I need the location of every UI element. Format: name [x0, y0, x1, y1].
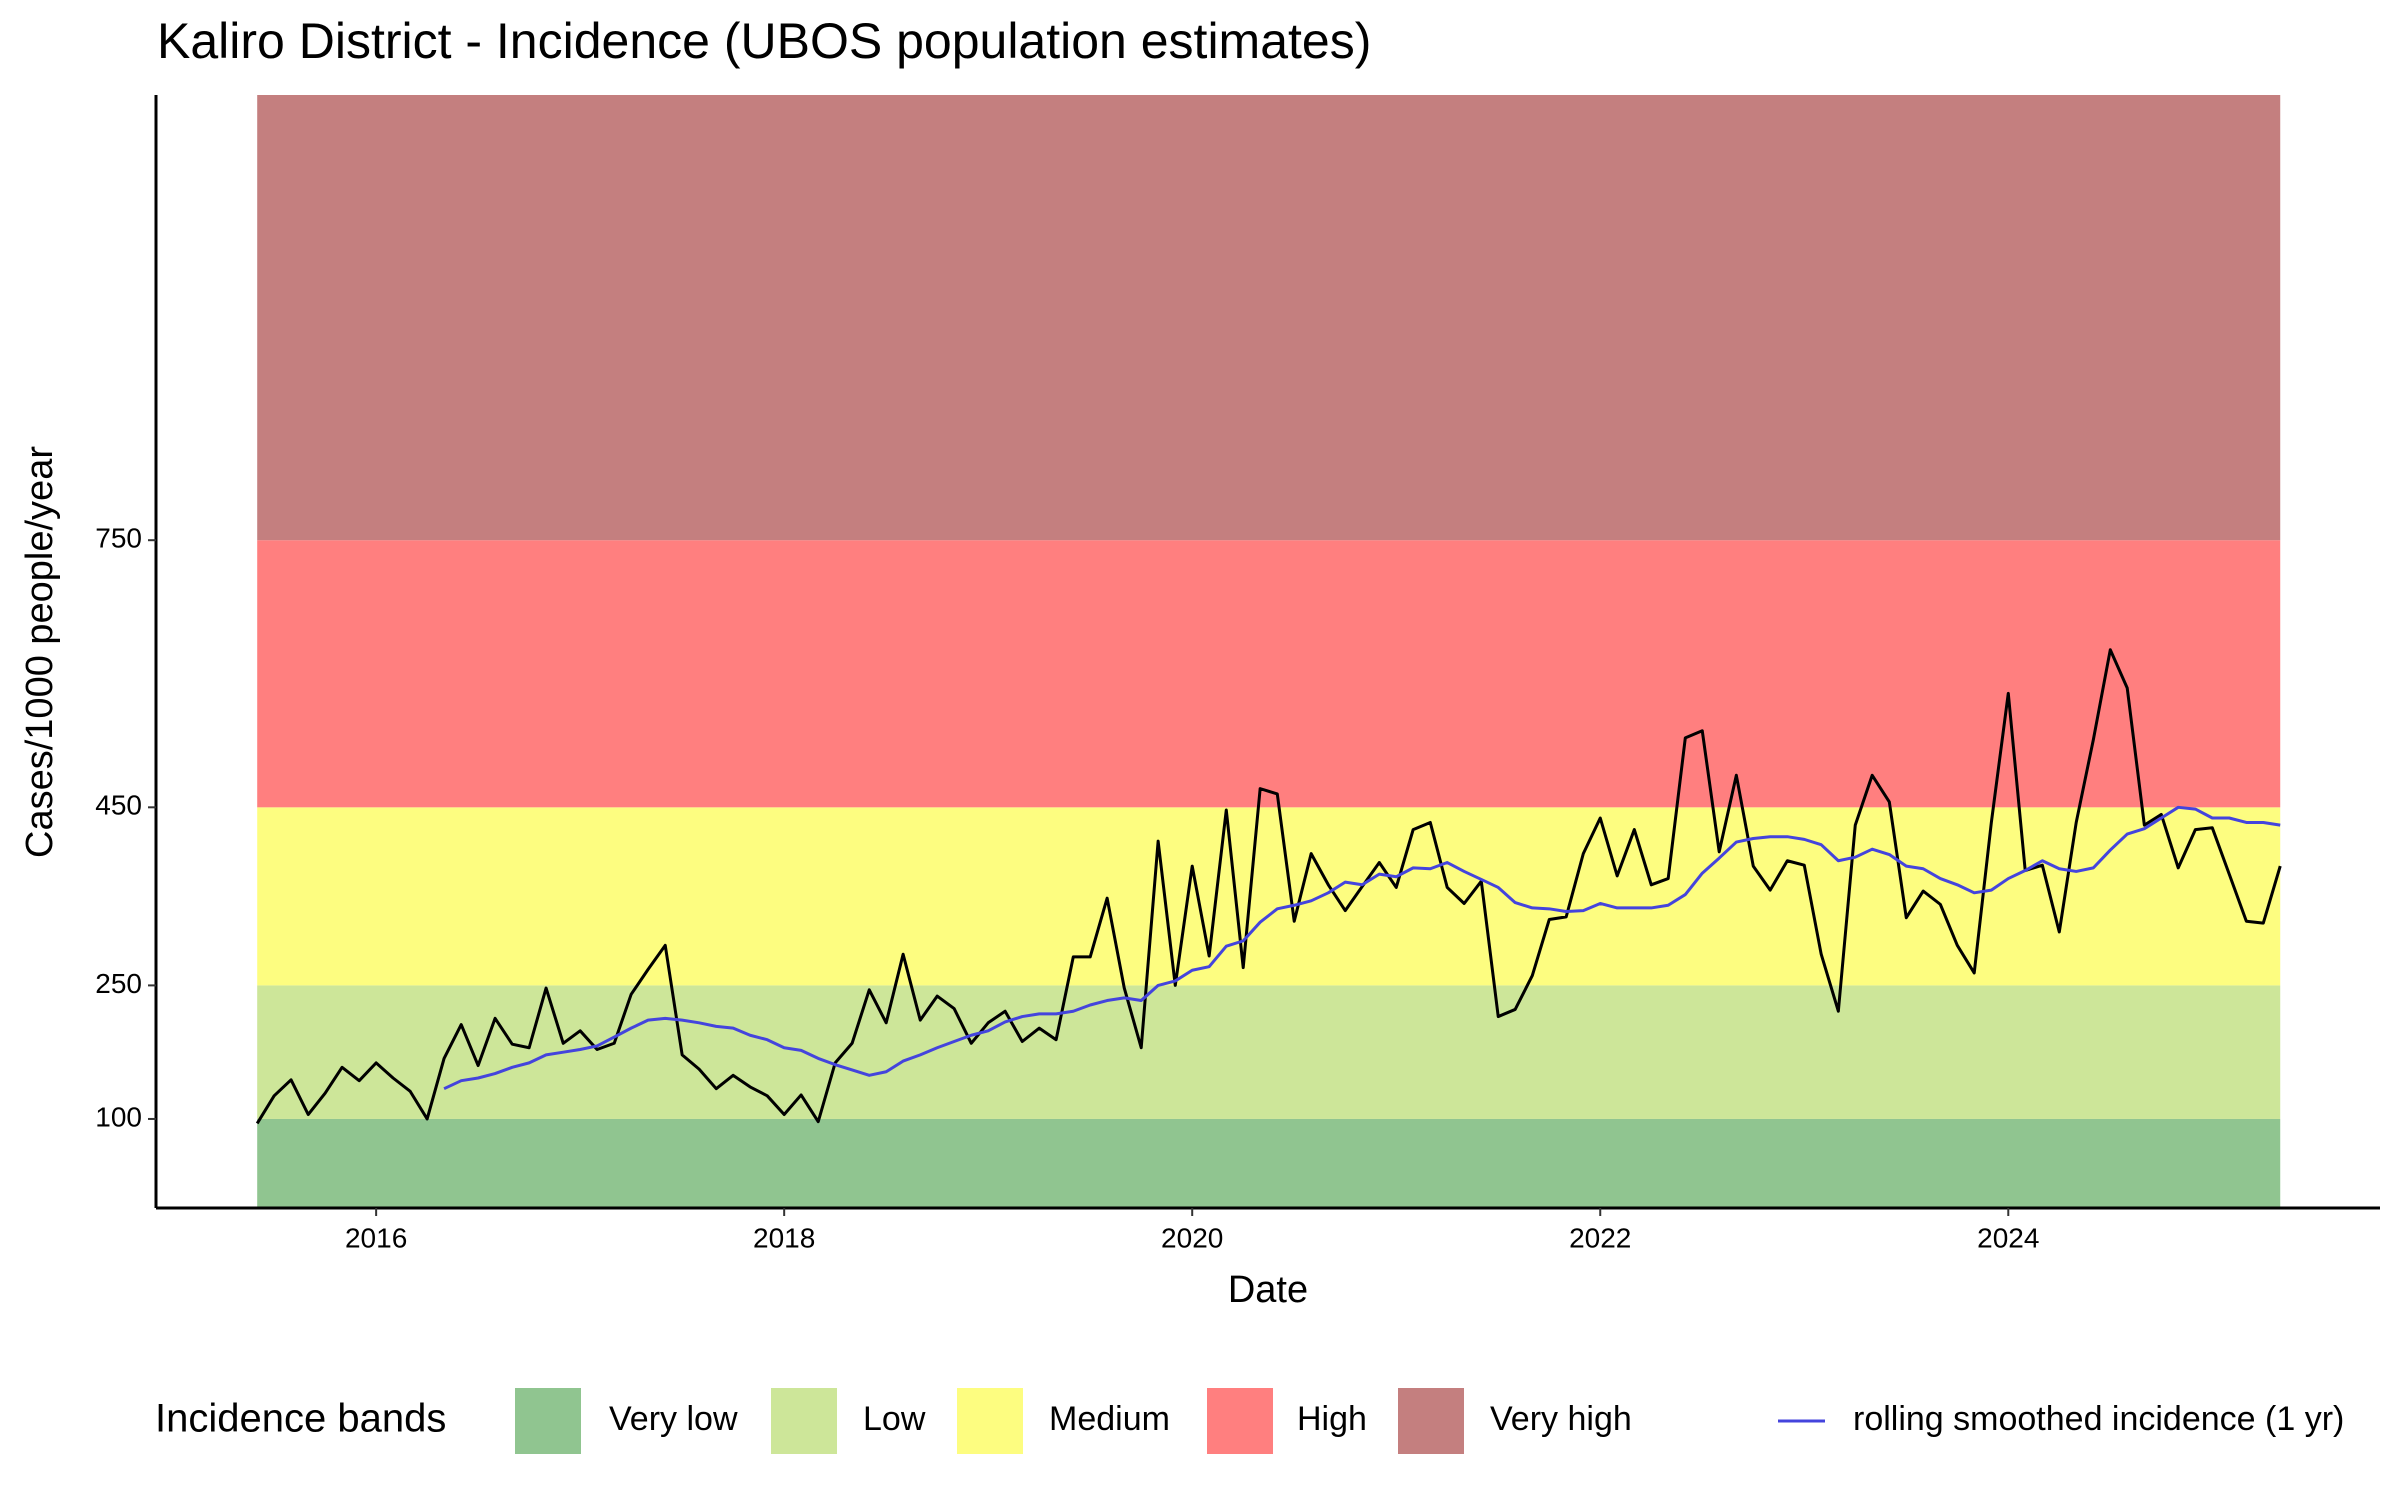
legend-swatch: [1207, 1388, 1273, 1454]
x-tick-label: 2020: [1161, 1222, 1223, 1253]
legend-swatch: [771, 1388, 837, 1454]
legend-label: Medium: [1049, 1400, 1170, 1438]
y-tick-label: 750: [95, 523, 142, 554]
y-tick-label: 450: [95, 790, 142, 821]
legend-swatch: [1398, 1388, 1464, 1454]
chart-title: Kaliro District - Incidence (UBOS popula…: [157, 13, 1371, 69]
legend-label: Low: [863, 1400, 926, 1438]
x-tick-label: 2018: [753, 1222, 815, 1253]
series-line: [443, 805, 2281, 1091]
legend-label: Very high: [1490, 1400, 1632, 1438]
x-axis-label: Date: [1228, 1269, 1308, 1311]
x-tick-label: 2024: [1977, 1222, 2039, 1253]
incidence-band: [257, 540, 2281, 808]
legend-label: rolling smoothed incidence (1 yr): [1853, 1400, 2344, 1438]
y-tick-label: 100: [95, 1101, 142, 1132]
legend-label: Very low: [609, 1400, 738, 1438]
incidence-band: [257, 985, 2281, 1119]
x-tick-label: 2022: [1569, 1222, 1631, 1253]
legend-swatch: [957, 1388, 1023, 1454]
incidence-band: [257, 95, 2281, 541]
incidence-band: [257, 807, 2281, 986]
legend-label: High: [1297, 1400, 1367, 1438]
y-tick-label: 250: [95, 968, 142, 999]
incidence-band: [257, 1118, 2281, 1208]
y-axis-label: Cases/1000 people/year: [19, 446, 61, 858]
legend-title: Incidence bands: [155, 1397, 446, 1441]
legend-swatch: [515, 1388, 581, 1454]
x-tick-label: 2016: [345, 1222, 407, 1253]
